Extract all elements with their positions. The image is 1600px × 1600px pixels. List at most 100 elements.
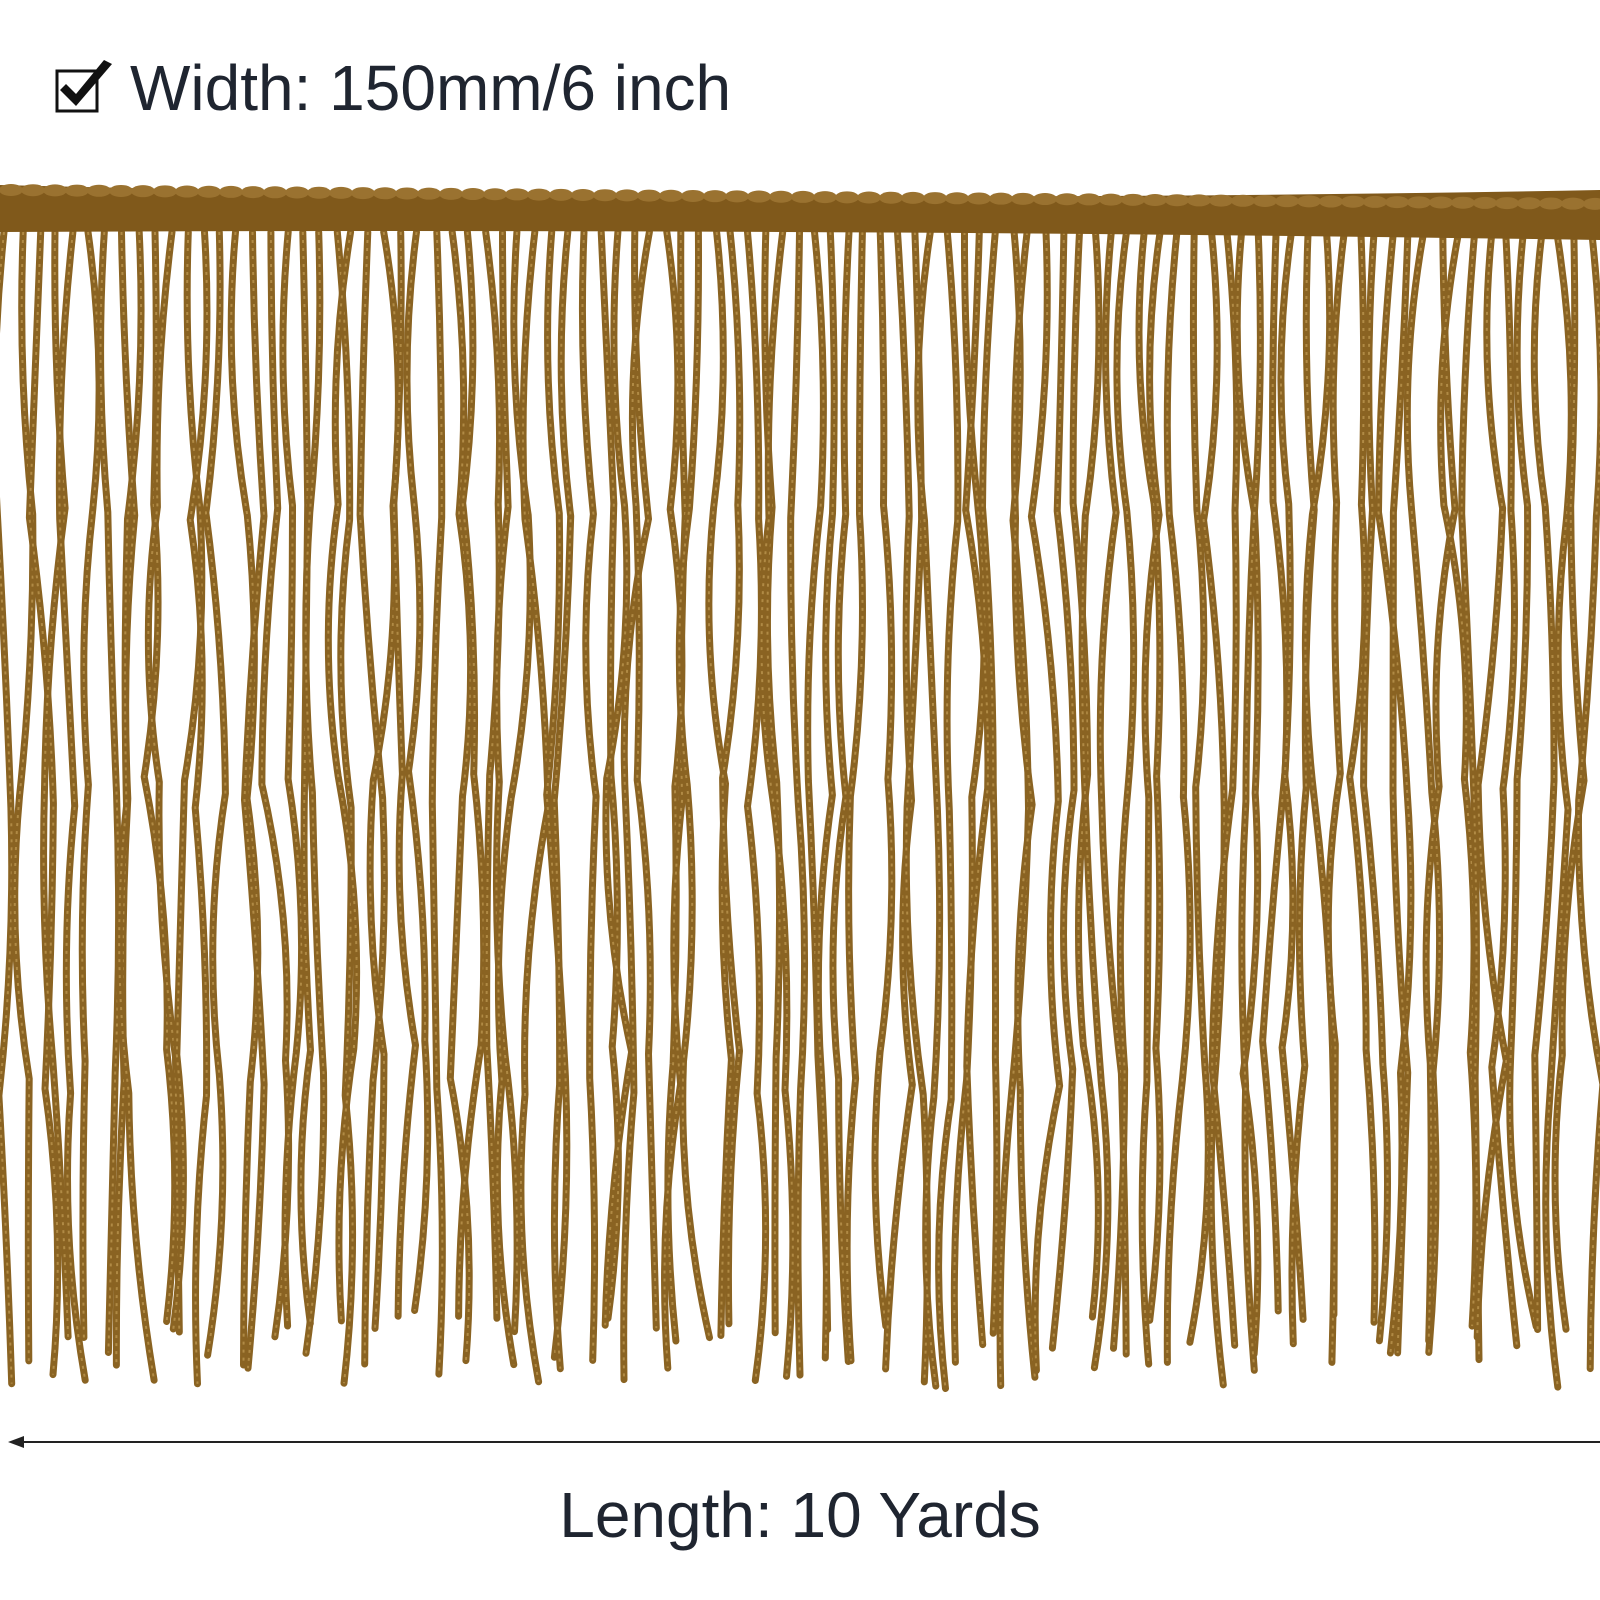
band-knot (989, 192, 1013, 205)
band-knot (1187, 194, 1211, 207)
band-knot (1539, 197, 1563, 210)
band-knot (109, 184, 133, 197)
band-knot (1231, 194, 1255, 207)
band-knot (1319, 195, 1343, 208)
band-knot (0, 184, 23, 196)
fringe-strand-highlight (1099, 231, 1128, 1355)
fringe-strand (1403, 228, 1444, 1356)
fringe-strand-highlight (99, 231, 120, 1353)
band-knot (417, 187, 441, 200)
fringe-strand-highlight (1377, 231, 1412, 1354)
band-knot (307, 186, 331, 199)
fringe-strand-highlight (817, 231, 836, 1359)
fringe-strand-highlight (1240, 231, 1262, 1371)
band-knot (461, 188, 485, 201)
fringe-strand-highlight (746, 231, 767, 1381)
band-knot (1165, 194, 1189, 207)
band-knot (1473, 196, 1497, 209)
fringe-strand-highlight (204, 231, 227, 1356)
band-knot (769, 190, 793, 203)
fringe-strand-highlight (884, 231, 914, 1369)
band-knot (263, 186, 287, 199)
fringe-strand-highlight (1476, 231, 1508, 1338)
fringe-strand-highlight (678, 231, 711, 1338)
band-knot (681, 189, 705, 202)
band-knot (1033, 193, 1057, 206)
fringe-strand-highlight (1141, 231, 1162, 1365)
band-knot (483, 188, 507, 201)
band-knot (1297, 195, 1321, 208)
band-knot (219, 185, 243, 198)
band-knot (1583, 197, 1600, 210)
band-knot (549, 188, 573, 201)
band-knot (395, 187, 419, 200)
band-knot (1451, 196, 1475, 209)
fringe-strand-highlight (1166, 231, 1192, 1363)
band-knot (65, 184, 89, 197)
band-knot (747, 190, 771, 203)
fringe-strand (1048, 228, 1078, 1352)
fringe-strand (1110, 228, 1138, 1352)
fringe-strand-highlight (1577, 231, 1600, 1369)
fringe-strand-highlight (81, 231, 101, 1338)
fringe-strand-highlight (1138, 231, 1161, 1321)
fringe-strand (743, 228, 770, 1384)
fringe-strand-highlight (42, 231, 70, 1337)
band-knot (131, 185, 155, 198)
fringe-strand-highlight (1327, 231, 1346, 1315)
fringe-strand-highlight (937, 231, 959, 1389)
fringe-strand-highlight (359, 231, 386, 1365)
fringe-strand (620, 228, 653, 1384)
band-knot (329, 186, 353, 199)
length-arrow (8, 1436, 1600, 1448)
fringe-strand-highlight (431, 231, 444, 1375)
fringe-strand (428, 228, 446, 1378)
fringe-strand-highlight (243, 231, 266, 1369)
fringe-strand-highlight (147, 231, 181, 1333)
band-knot (1209, 194, 1233, 207)
fringe-strand (758, 228, 797, 1380)
fringe (0, 184, 1600, 1392)
fringe-strand-highlight (495, 231, 519, 1332)
fringe-strand (962, 228, 992, 1349)
fringe-strand (914, 228, 944, 1390)
band-knot (967, 192, 991, 205)
band-knot (571, 189, 595, 202)
band-knot (703, 190, 727, 203)
band-knot (43, 184, 67, 197)
fringe-strand (169, 228, 206, 1333)
band-knot (1011, 192, 1035, 205)
band-knot (87, 184, 111, 197)
width-label: Width: 150mm/6 inch (130, 52, 731, 124)
band-knot (791, 190, 815, 203)
fringe-strand (1530, 228, 1558, 1333)
fringe-strand-highlight (336, 231, 354, 1384)
length-label: Length: 10 Yards (559, 1479, 1041, 1551)
fringe-strand-highlight (299, 231, 312, 1324)
band-knot (527, 188, 551, 201)
band-knot (505, 188, 529, 201)
fringe-strand-highlight (1290, 231, 1316, 1344)
fringe-strand-highlight (1081, 231, 1109, 1368)
band-knot (1253, 194, 1277, 207)
fringe-strand-highlight (1279, 231, 1305, 1320)
band-knot (1407, 196, 1431, 209)
band-knot (1121, 193, 1145, 206)
fringe-strand-highlight (406, 231, 429, 1311)
band-knot (1385, 196, 1409, 209)
fringe-strand-highlight (545, 231, 568, 1358)
fringe-strand-highlight (1460, 231, 1480, 1360)
band-knot (351, 187, 375, 200)
band-knot (725, 190, 749, 203)
fringe-strand (279, 228, 306, 1330)
band-knot (439, 187, 463, 200)
fringe-strand (403, 228, 432, 1314)
band-knot (1341, 195, 1365, 208)
band-knot (285, 186, 309, 199)
fringe-strand-highlight (0, 231, 13, 1384)
fringe-strand-highlight (115, 231, 136, 1366)
band-knot (857, 191, 881, 204)
band-knot (835, 191, 859, 204)
band-knot (945, 192, 969, 205)
band-knot (637, 189, 661, 202)
